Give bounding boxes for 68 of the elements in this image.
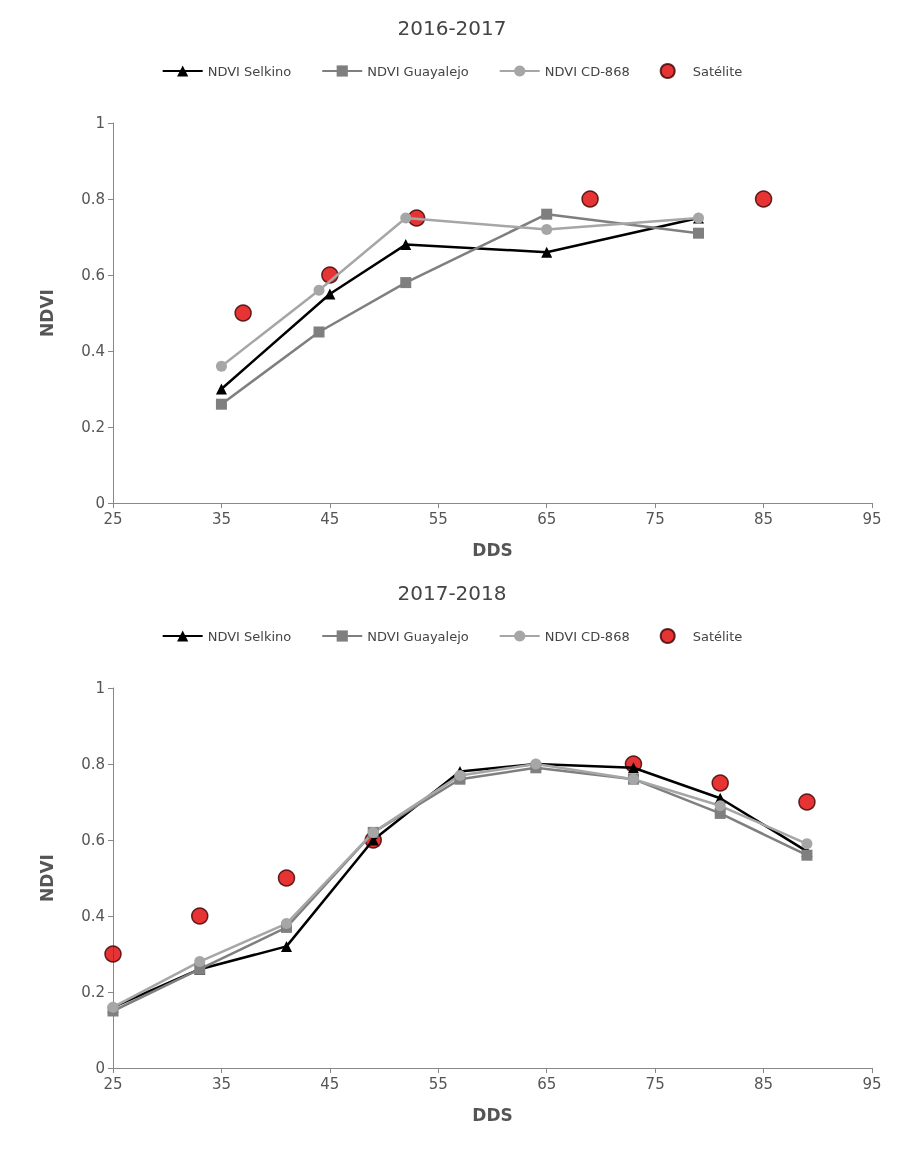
point xyxy=(541,246,553,258)
point xyxy=(541,223,553,235)
x-tick-label: 75 xyxy=(645,1074,665,1093)
point xyxy=(277,869,296,887)
point xyxy=(798,793,816,811)
y-tick-label: 0.8 xyxy=(81,755,105,773)
legend-label: NDVI Selkino xyxy=(207,628,292,644)
point xyxy=(280,940,292,952)
y-axis-title: NDVI xyxy=(36,289,57,337)
legend-label: NDVI CD-868 xyxy=(544,628,630,644)
point xyxy=(194,956,206,968)
point xyxy=(711,774,729,792)
legend-label: NDVI CD-868 xyxy=(544,63,630,79)
point xyxy=(234,304,252,322)
point xyxy=(400,239,412,251)
x-tick-label: 65 xyxy=(537,1074,557,1093)
y-axis-title: NDVI xyxy=(36,854,57,902)
point xyxy=(801,849,813,861)
y-tick-label: 0.2 xyxy=(81,418,105,436)
point xyxy=(754,190,773,208)
legend-label: NDVI Selkino xyxy=(207,63,292,79)
point xyxy=(714,800,726,812)
point xyxy=(693,227,705,239)
y-tick-label: 0.6 xyxy=(81,831,105,849)
point xyxy=(215,383,227,395)
legend-label: NDVI Guayalejo xyxy=(367,63,469,79)
y-tick-label: 0.4 xyxy=(81,907,105,925)
point xyxy=(400,212,412,224)
point xyxy=(191,907,209,925)
y-tick-label: 0.6 xyxy=(81,266,105,284)
x-axis-title: DDS xyxy=(472,539,513,560)
x-tick-label: 95 xyxy=(862,509,882,528)
x-tick-label: 85 xyxy=(754,509,774,528)
x-tick-label: 55 xyxy=(428,1074,448,1093)
point xyxy=(324,288,336,300)
x-tick-label: 45 xyxy=(320,509,340,528)
x-tick-label: 45 xyxy=(320,1074,340,1093)
x-tick-label: 25 xyxy=(103,509,123,528)
x-tick-label: 55 xyxy=(428,509,448,528)
point xyxy=(541,208,553,220)
x-tick-label: 35 xyxy=(211,1074,231,1093)
y-tick-label: 0 xyxy=(95,494,105,512)
point xyxy=(215,360,227,372)
legend-label: Satélite xyxy=(692,63,743,79)
x-tick-label: 95 xyxy=(862,1074,882,1093)
point xyxy=(313,326,325,338)
point xyxy=(313,284,325,296)
x-tick-label: 25 xyxy=(103,1074,123,1093)
y-tick-label: 0.4 xyxy=(81,342,105,360)
x-axis-title: DDS xyxy=(472,1104,513,1125)
x-tick-label: 35 xyxy=(211,509,231,528)
point xyxy=(801,838,813,850)
y-tick-label: 0 xyxy=(95,1059,105,1077)
point xyxy=(104,945,122,963)
legend-label: NDVI Guayalejo xyxy=(367,628,469,644)
y-tick-label: 1 xyxy=(95,114,105,132)
y-tick-label: 1 xyxy=(95,679,105,697)
point xyxy=(400,277,412,289)
x-tick-label: 65 xyxy=(537,509,557,528)
x-tick-label: 85 xyxy=(754,1074,774,1093)
chart-title: 2016-2017 xyxy=(397,16,507,40)
legend-label: Satélite xyxy=(692,628,743,644)
point xyxy=(215,398,227,410)
x-tick-label: 75 xyxy=(645,509,665,528)
point xyxy=(581,190,599,208)
y-tick-label: 0.2 xyxy=(81,983,105,1001)
chart-title: 2017-2018 xyxy=(397,581,507,605)
y-tick-label: 0.8 xyxy=(81,190,105,208)
